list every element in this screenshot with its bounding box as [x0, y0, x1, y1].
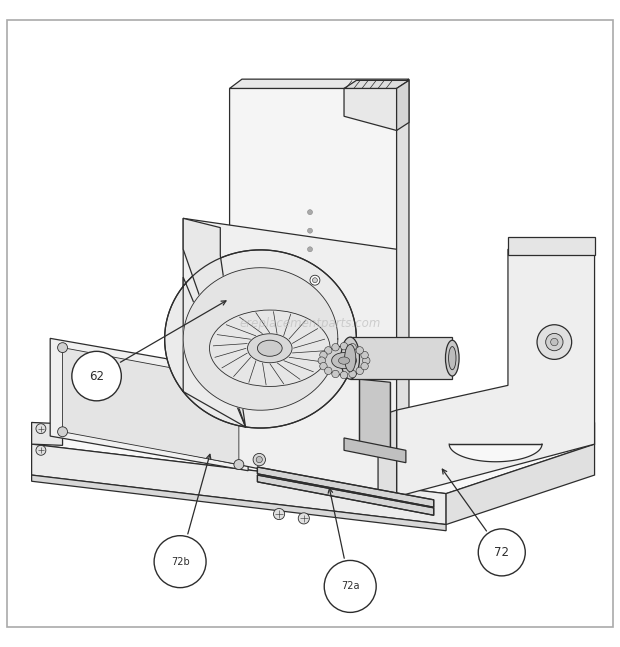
Ellipse shape [341, 337, 360, 379]
Polygon shape [350, 337, 452, 379]
Circle shape [308, 210, 312, 215]
Circle shape [58, 427, 68, 437]
Circle shape [356, 347, 363, 354]
Polygon shape [63, 347, 239, 465]
Ellipse shape [446, 340, 459, 376]
Polygon shape [257, 475, 434, 515]
Circle shape [361, 362, 368, 370]
Circle shape [546, 333, 563, 351]
Polygon shape [257, 467, 434, 507]
Polygon shape [360, 379, 391, 450]
Text: 72a: 72a [341, 582, 360, 591]
Polygon shape [32, 444, 446, 525]
Circle shape [154, 536, 206, 587]
Circle shape [72, 351, 122, 401]
Circle shape [273, 509, 285, 520]
Circle shape [340, 371, 348, 378]
Circle shape [537, 325, 572, 359]
Polygon shape [183, 218, 246, 427]
Circle shape [312, 278, 317, 283]
Polygon shape [344, 89, 397, 131]
Circle shape [36, 424, 46, 433]
Polygon shape [183, 268, 338, 410]
Circle shape [234, 459, 244, 470]
Circle shape [58, 343, 68, 353]
Text: 72b: 72b [170, 556, 190, 567]
Circle shape [349, 344, 356, 351]
Polygon shape [344, 438, 406, 463]
Text: 62: 62 [89, 369, 104, 382]
Polygon shape [397, 79, 409, 497]
Ellipse shape [322, 346, 366, 375]
Circle shape [356, 367, 363, 375]
Circle shape [324, 560, 376, 613]
Circle shape [478, 529, 525, 576]
Ellipse shape [332, 353, 356, 369]
Circle shape [361, 351, 368, 359]
Text: ereplacementparts.com: ereplacementparts.com [239, 317, 381, 330]
Circle shape [324, 347, 332, 354]
Circle shape [349, 370, 356, 378]
Circle shape [320, 351, 327, 359]
Ellipse shape [448, 347, 456, 369]
Circle shape [253, 454, 265, 466]
Polygon shape [50, 338, 248, 471]
Polygon shape [449, 444, 542, 462]
Polygon shape [32, 422, 595, 494]
Circle shape [320, 362, 327, 370]
Circle shape [340, 342, 348, 350]
Circle shape [298, 513, 309, 524]
Circle shape [324, 367, 332, 375]
Circle shape [256, 457, 262, 463]
Text: 72: 72 [494, 546, 509, 559]
Circle shape [363, 357, 370, 364]
Circle shape [332, 344, 339, 351]
Ellipse shape [210, 310, 330, 386]
Polygon shape [397, 249, 595, 497]
Circle shape [234, 375, 244, 386]
Ellipse shape [339, 357, 350, 364]
Ellipse shape [257, 340, 282, 356]
Circle shape [318, 357, 326, 364]
Polygon shape [344, 80, 409, 89]
Polygon shape [165, 250, 356, 428]
Circle shape [36, 445, 46, 455]
Polygon shape [378, 410, 397, 501]
Circle shape [308, 247, 312, 252]
Polygon shape [397, 80, 409, 131]
Ellipse shape [247, 334, 292, 363]
Polygon shape [229, 79, 409, 89]
Circle shape [308, 228, 312, 233]
Polygon shape [32, 422, 63, 445]
Polygon shape [446, 444, 595, 525]
Circle shape [310, 275, 320, 285]
Circle shape [551, 338, 558, 345]
Circle shape [332, 370, 339, 378]
Polygon shape [229, 89, 397, 497]
Polygon shape [183, 218, 397, 497]
Polygon shape [508, 237, 595, 256]
Ellipse shape [345, 344, 356, 372]
Polygon shape [32, 475, 446, 531]
